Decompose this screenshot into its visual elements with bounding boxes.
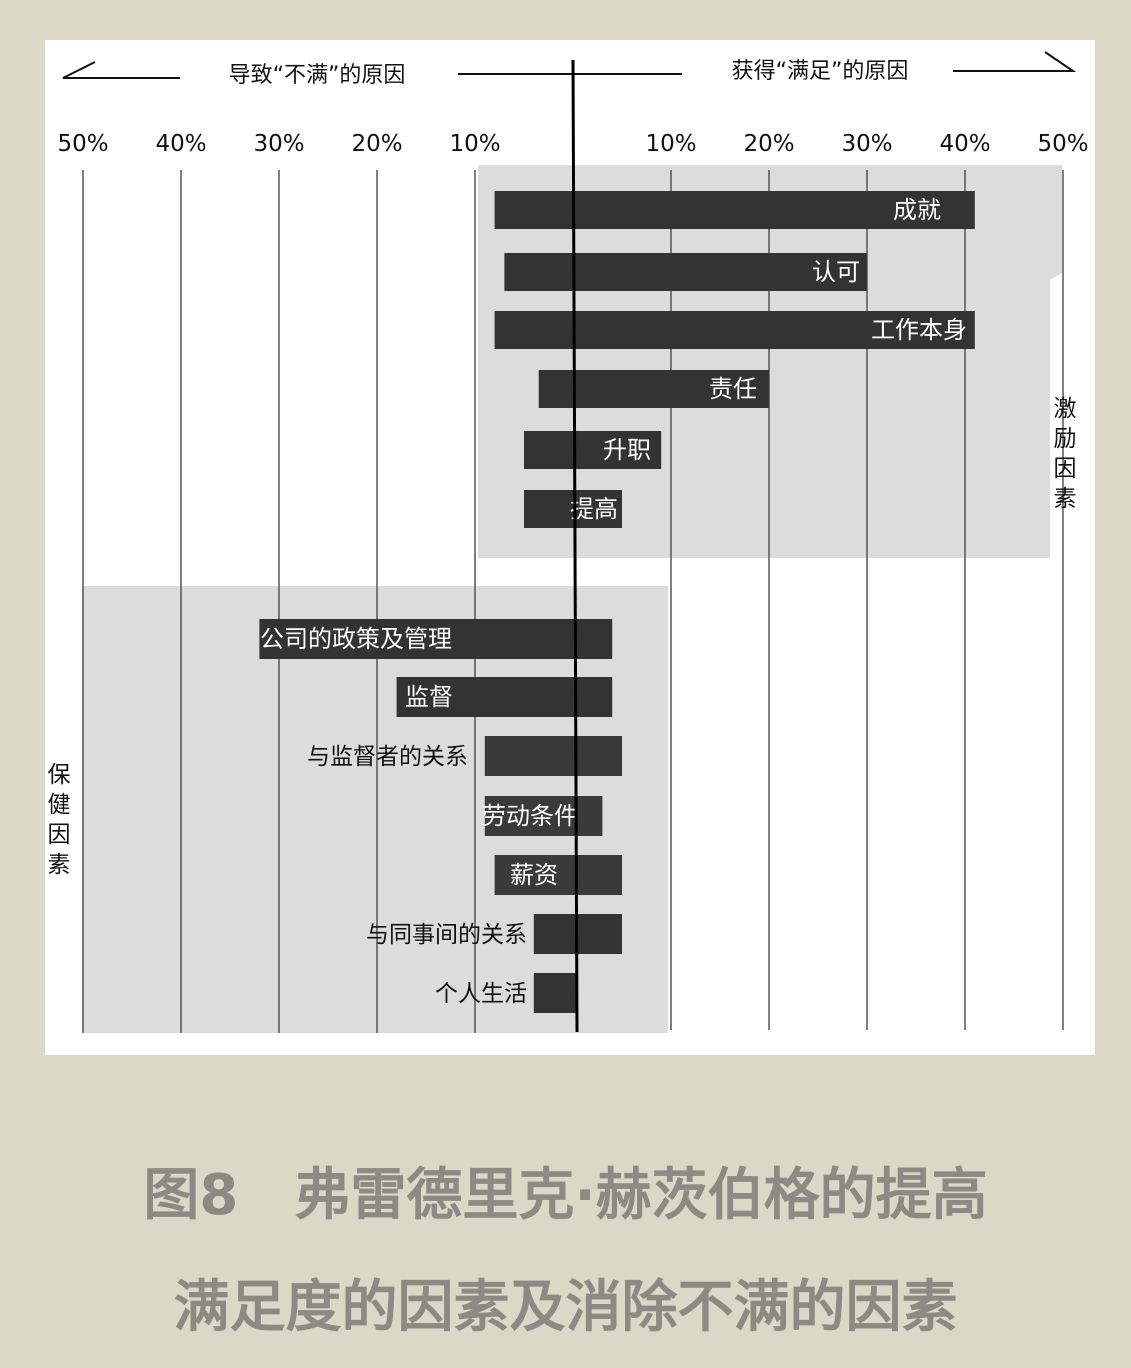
caption-line-2: 满足度的因素及消除不满的因素 xyxy=(173,1275,958,1340)
group-label-0-char-1: 励 xyxy=(1054,426,1077,452)
chart-panel: 50% 40% 30% 20% 10% 10% 20% 30% 40% 50% 导致“不满”的原因 获… xyxy=(45,40,1095,1055)
header-right-title: 获得“满足”的原因 xyxy=(732,59,909,84)
tick-label-right-2: 30% xyxy=(841,131,892,157)
group-label-1-char-3: 素 xyxy=(48,852,71,878)
group-label-1-char-1: 健 xyxy=(48,792,71,818)
figure-caption: 图8 弗雷德里克·赫茨伯格的提高 满足度的因素及消除不满的因素 xyxy=(0,1140,1131,1364)
motivator-label-0: 成就 xyxy=(893,196,941,224)
header-right-arrow xyxy=(953,51,1077,72)
tick-label-right-0: 10% xyxy=(645,131,696,157)
motivator-bar-1 xyxy=(504,253,867,291)
group-label-1-char-0: 保 xyxy=(48,762,71,788)
tick-label-left-3: 20% xyxy=(351,131,402,157)
tick-label-left-2: 30% xyxy=(253,131,304,157)
tick-label-right-1: 20% xyxy=(743,131,794,157)
motivator-bar-3 xyxy=(538,370,769,408)
center-axis-line xyxy=(571,59,579,1033)
group-label-0-char-0: 激 xyxy=(1054,396,1077,422)
motivator-bar-4 xyxy=(524,431,662,469)
tick-label-left-1: 40% xyxy=(155,131,206,157)
motivator-label-2: 工作本身 xyxy=(871,316,967,344)
hygiene-bar-0 xyxy=(259,619,613,659)
motivator-label-3: 责任 xyxy=(709,375,757,403)
motivator-bar-5 xyxy=(524,490,622,528)
hygiene-label-3: 劳动条件 xyxy=(482,802,578,830)
hygiene-bar-4 xyxy=(494,855,622,895)
header-left-title: 导致“不满”的原因 xyxy=(229,63,406,88)
hygiene-label-0: 公司的政策及管理 xyxy=(260,625,452,653)
group-label-0-char-3: 素 xyxy=(1054,486,1077,512)
caption-line-1: 图8 弗雷德里克·赫茨伯格的提高 xyxy=(143,1163,988,1228)
motivator-label-4: 升职 xyxy=(603,436,651,464)
header-left-arrow xyxy=(62,61,180,79)
motivator-label-1: 认可 xyxy=(812,258,860,286)
hygiene-label-4: 薪资 xyxy=(510,861,558,889)
motivator-label-5: 提高 xyxy=(570,495,618,523)
group-label-0-char-2: 因 xyxy=(1054,456,1077,482)
hygiene-bar-3 xyxy=(484,796,603,836)
hygiene-label-1: 监督 xyxy=(405,683,453,711)
group-label-1-char-2: 因 xyxy=(48,822,71,848)
hygiene-label-5: 与同事间的关系 xyxy=(366,922,527,948)
hygiene-bar-2 xyxy=(484,736,622,776)
tick-label-left-0: 50% xyxy=(57,131,108,157)
herzberg-chart: 50% 40% 30% 20% 10% 10% 20% 30% 40% 50% 导致“不满”的原因 获… xyxy=(48,51,1089,1033)
tick-label-left-4: 10% xyxy=(449,131,500,157)
hygiene-label-2: 与监督者的关系 xyxy=(307,744,468,770)
hygiene-bar-6 xyxy=(533,973,578,1013)
hygiene-label-6: 个人生活 xyxy=(435,981,527,1007)
tick-label-right-4: 50% xyxy=(1037,131,1088,157)
tick-label-right-3: 40% xyxy=(939,131,990,157)
